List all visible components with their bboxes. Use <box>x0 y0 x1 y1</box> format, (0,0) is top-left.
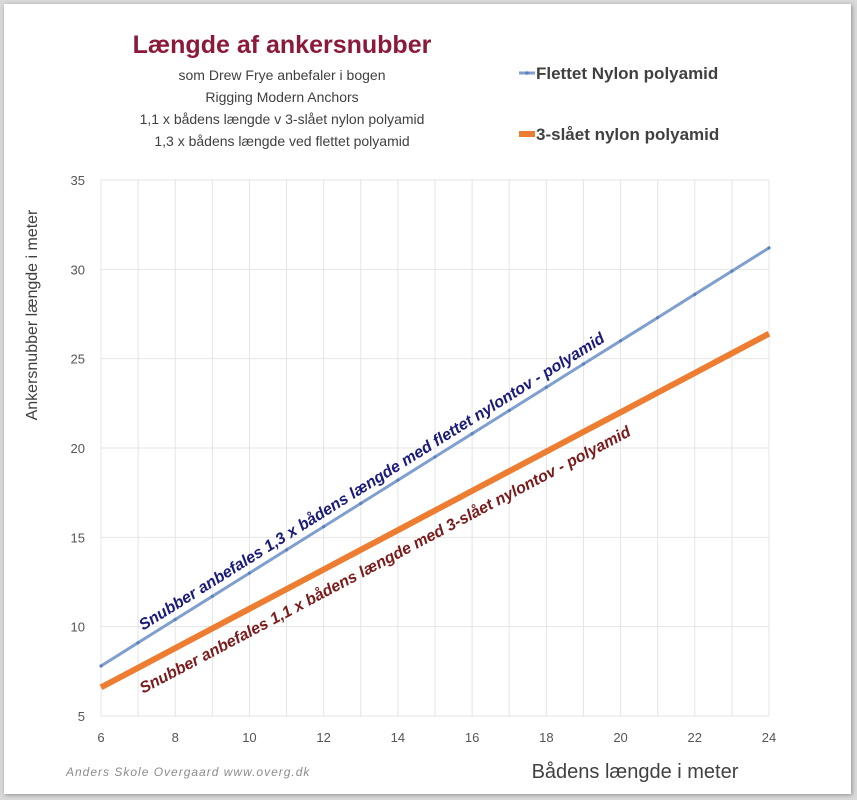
data-point <box>693 292 697 296</box>
chart-subtitle-line-1: som Drew Frye anbefaler i bogen <box>179 67 386 83</box>
data-point <box>136 641 140 645</box>
y-tick-labels: 5 10 15 20 25 30 35 <box>71 173 85 724</box>
credit-text: Anders Skole Overgaard www.overg.dk <box>65 765 310 779</box>
x-tick-label: 16 <box>465 730 479 745</box>
data-point <box>730 269 734 273</box>
legend-label: Flettet Nylon polyamid <box>536 64 718 83</box>
data-point <box>359 501 363 505</box>
x-tick-label: 24 <box>762 730 776 745</box>
y-tick-label: 15 <box>71 530 85 545</box>
data-point <box>581 362 586 366</box>
y-axis-label: Ankersnubber længde i meter <box>24 209 41 420</box>
line-annotations: Snubber anbefales 1,3 x bådens længde me… <box>136 329 635 698</box>
y-tick-label: 35 <box>71 173 85 188</box>
data-point <box>767 246 771 250</box>
x-tick-label: 6 <box>97 730 104 745</box>
x-tick-label: 12 <box>316 730 330 745</box>
data-point <box>173 617 177 622</box>
data-point <box>210 594 214 598</box>
series-lines <box>99 246 771 691</box>
legend-marker <box>525 71 529 75</box>
data-point <box>284 548 289 552</box>
x-tick-label: 10 <box>242 730 256 745</box>
y-tick-label: 20 <box>71 441 85 456</box>
x-tick-label: 14 <box>391 730 405 745</box>
data-point <box>470 432 474 436</box>
data-point <box>322 525 326 529</box>
legend: Flettet Nylon polyamid 3-slået nylon poly… <box>519 64 719 144</box>
data-point <box>396 478 400 482</box>
x-tick-labels: 6 8 10 12 14 16 18 20 22 24 <box>97 730 776 745</box>
data-point <box>507 408 511 413</box>
chart-subtitle-line-2: Rigging Modern Anchors <box>205 89 358 105</box>
x-axis-label: Bådens længde i meter <box>532 761 739 783</box>
series-line-3slaaet <box>99 331 771 691</box>
chart-subtitle-line-4: 1,3 x bådens længde ved flettet polyamid <box>154 133 409 149</box>
y-tick-label: 25 <box>71 352 85 367</box>
data-point <box>433 455 437 459</box>
data-point <box>99 664 103 668</box>
data-point <box>247 571 252 575</box>
data-point <box>618 339 623 343</box>
x-tick-label: 8 <box>172 730 179 745</box>
y-tick-label: 10 <box>71 620 85 635</box>
chart-title: Længde af ankersnubber <box>133 31 432 59</box>
x-tick-label: 20 <box>613 730 627 745</box>
x-tick-label: 22 <box>688 730 702 745</box>
data-point <box>544 385 548 389</box>
legend-label: 3-slået nylon polyamid <box>536 125 719 144</box>
data-point <box>656 315 660 320</box>
chart-subtitle-line-3: 1,1 x bådens længde v 3-slået nylon poly… <box>140 111 425 127</box>
x-tick-label: 18 <box>539 730 553 745</box>
y-tick-label: 30 <box>71 262 85 277</box>
y-tick-label: 5 <box>78 709 85 724</box>
